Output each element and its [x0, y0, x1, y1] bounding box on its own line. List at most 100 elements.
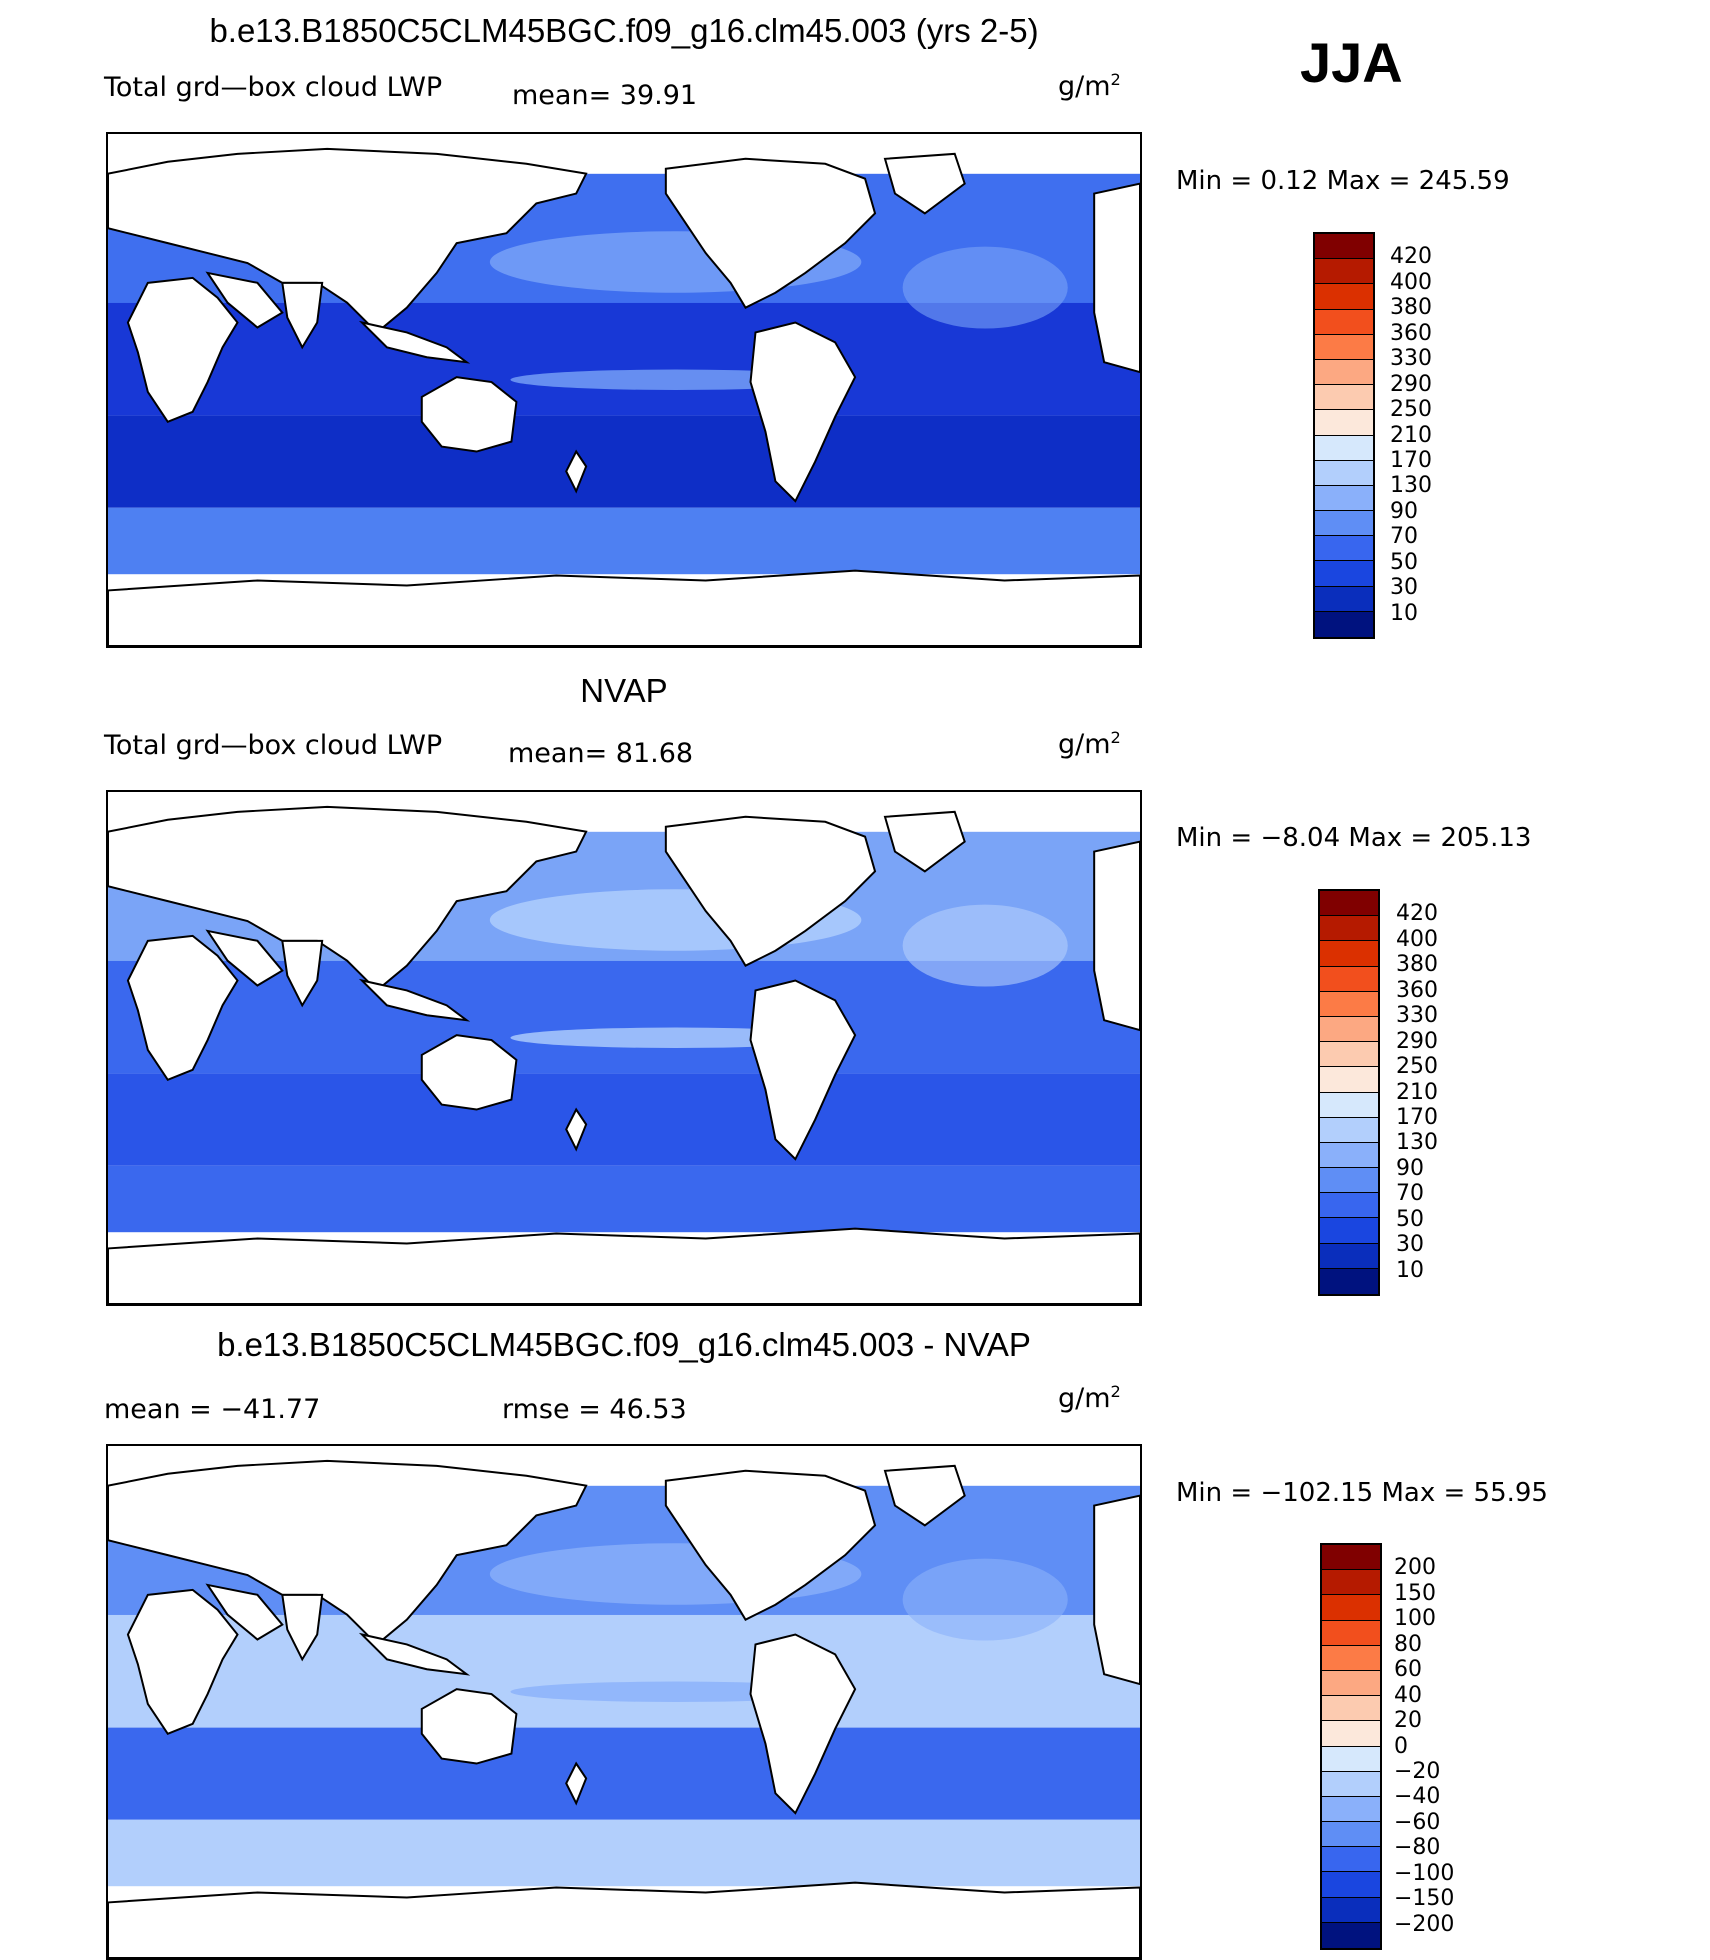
ocean-field-feature: [902, 246, 1068, 329]
continent-outline: [883, 1464, 966, 1527]
colorbar-tick-label: 50: [1390, 549, 1418, 575]
colorbar-tick-label: −20: [1394, 1758, 1441, 1784]
colorbar-segment: [1322, 1620, 1380, 1646]
colorbar-segment: [1322, 1696, 1380, 1722]
colorbar-segment: [1322, 1721, 1380, 1747]
colorbar-segment: [1315, 309, 1373, 335]
colorbar-tick-label: 100: [1394, 1606, 1436, 1632]
panel-2-variable-label: Total grd—box cloud LWP: [104, 730, 443, 761]
colorbar-tick-label: 90: [1390, 498, 1418, 524]
colorbar-tick-label: 360: [1396, 977, 1438, 1003]
panel-1-map: [106, 132, 1142, 648]
ocean-field-feature: [902, 904, 1068, 987]
colorbar-segment: [1320, 1092, 1378, 1118]
panel-3-mean: mean = −41.77: [104, 1394, 321, 1425]
continent-outline: [749, 979, 857, 1161]
panel-3-title: b.e13.B1850C5CLM45BGC.f09_g16.clm45.003 …: [217, 1326, 1031, 1363]
colorbar-tick-label: 130: [1396, 1130, 1438, 1156]
panel-1-mean: mean= 39.91: [512, 80, 698, 111]
colorbar-segment: [1320, 941, 1378, 967]
ocean-south-band: [108, 1727, 1140, 1820]
continent-outline: [126, 934, 239, 1081]
continent-outline: [749, 1633, 857, 1815]
colorbar-segment: [1322, 1796, 1380, 1823]
colorbar-segment: [1322, 1897, 1380, 1923]
panel-1-map-svg: [108, 134, 1140, 646]
continent-outline: [883, 810, 966, 873]
colorbar-segment: [1320, 1193, 1378, 1219]
panel-1-title: b.e13.B1850C5CLM45BGC.f09_g16.clm45.003 …: [209, 12, 1039, 49]
panel-2-units: g/m2: [1058, 728, 1121, 760]
panel-1-units: g/m2: [1058, 70, 1121, 102]
ocean-southern-belt: [108, 1819, 1140, 1887]
panel-3-min-max: Min = −102.15 Max = 55.95: [1176, 1478, 1548, 1508]
continent-outline: [108, 569, 1140, 646]
colorbar-segment: [1322, 1645, 1380, 1671]
colorbar-tick-label: 30: [1396, 1232, 1424, 1258]
colorbar-tick-label: 70: [1396, 1181, 1424, 1207]
continent-outline: [664, 157, 877, 309]
colorbar-tick-label: 170: [1396, 1104, 1438, 1130]
continent-outline: [565, 1761, 588, 1806]
continent-outline: [565, 449, 588, 494]
colorbar-tick-label: 20: [1394, 1708, 1422, 1734]
continent-outline: [108, 1459, 588, 1646]
colorbar-tick-label: −40: [1394, 1784, 1441, 1810]
continent-outline: [126, 276, 239, 423]
continent-outline: [108, 1227, 1140, 1304]
colorbar-tick-label: 360: [1390, 320, 1432, 346]
colorbar-segment: [1315, 586, 1373, 612]
colorbar-tick-label: 70: [1390, 524, 1418, 550]
colorbar-segment: [1320, 991, 1378, 1017]
colorbar-segment: [1315, 284, 1373, 310]
colorbar-segment: [1315, 511, 1373, 537]
continent-outline: [358, 320, 471, 364]
colorbar-segment: [1320, 916, 1378, 942]
colorbar-tick-label: 420: [1390, 244, 1432, 270]
continent-outline: [664, 1469, 877, 1621]
ocean-south-band: [108, 1073, 1140, 1166]
continent-outline: [205, 271, 284, 329]
colorbar-segment: [1322, 1570, 1380, 1596]
colorbar-tick-label: 210: [1396, 1079, 1438, 1105]
colorbar-tick-label: 290: [1390, 371, 1432, 397]
colorbar-tick-label: 200: [1394, 1555, 1436, 1581]
colorbar-segment: [1322, 1822, 1380, 1848]
continent-outline: [664, 815, 877, 967]
panel-3-units: g/m2: [1058, 1382, 1121, 1414]
colorbar-tick-label: 380: [1396, 952, 1438, 978]
panel-3-map: [106, 1444, 1142, 1960]
colorbar-tick-label: −60: [1394, 1809, 1441, 1835]
colorbar-tick-label: 10: [1396, 1257, 1424, 1283]
colorbar-segment: [1315, 359, 1373, 386]
colorbar-segment: [1315, 485, 1373, 512]
colorbar-tick-label: 30: [1390, 575, 1418, 601]
colorbar-tick-label: 400: [1396, 926, 1438, 952]
season-label: JJA: [1300, 31, 1403, 94]
colorbar-segment: [1320, 1117, 1378, 1143]
colorbar-segment: [1322, 1746, 1380, 1772]
colorbar-tick-label: 150: [1394, 1580, 1436, 1606]
colorbar-segment: [1322, 1670, 1380, 1697]
continent-outline: [565, 1107, 588, 1152]
colorbar-segment: [1322, 1545, 1380, 1571]
colorbar-tick-label: 50: [1396, 1206, 1424, 1232]
panel-2-min-max: Min = −8.04 Max = 205.13: [1176, 823, 1532, 853]
colorbar-segment: [1315, 611, 1373, 637]
colorbar-tick-label: 60: [1394, 1657, 1422, 1683]
panel-2-map: [106, 790, 1142, 1306]
colorbar-segment: [1315, 460, 1373, 486]
colorbar-segment: [1322, 1922, 1380, 1948]
colorbar-segment: [1315, 385, 1373, 411]
colorbar-segment: [1322, 1872, 1380, 1898]
continent-outline: [749, 321, 857, 503]
colorbar-segment: [1315, 435, 1373, 461]
colorbar-tick-label: 330: [1396, 1003, 1438, 1029]
colorbar-segment: [1320, 1042, 1378, 1068]
continent-outline: [281, 1593, 324, 1662]
colorbar-segment: [1322, 1595, 1380, 1621]
panel-3-colorbar: [1320, 1543, 1382, 1950]
colorbar-segment: [1315, 259, 1373, 285]
continent-outline: [281, 939, 324, 1008]
colorbar-tick-label: 0: [1394, 1733, 1408, 1759]
